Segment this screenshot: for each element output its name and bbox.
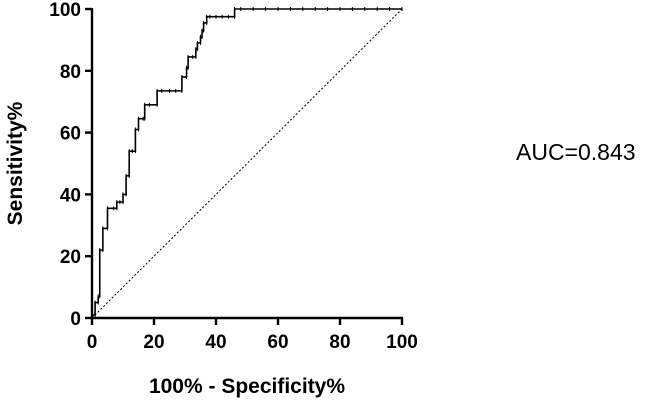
y-tick-label: 40 bbox=[60, 185, 81, 206]
reference-diagonal-line bbox=[91, 8, 403, 319]
x-tick-label: 80 bbox=[329, 332, 350, 353]
x-tick-label: 20 bbox=[143, 332, 164, 353]
axes: 0 20 40 60 80 100 0 20 40 60 80 100 bbox=[49, 0, 418, 353]
x-tick-label: 0 bbox=[87, 332, 98, 353]
x-tick-label: 60 bbox=[267, 332, 288, 353]
plot-area bbox=[91, 7, 403, 320]
x-axis-title: 100% - Specificity% bbox=[149, 375, 345, 398]
y-tick-label: 20 bbox=[60, 247, 81, 268]
y-tick-label: 60 bbox=[60, 124, 81, 145]
y-tick-label: 80 bbox=[60, 62, 81, 83]
x-tick-label: 40 bbox=[205, 332, 226, 353]
labels: 100% - Specificity% Sensitivity% AUC=0.8… bbox=[4, 101, 636, 398]
x-tick-label: 100 bbox=[386, 332, 418, 353]
y-axis-title: Sensitivity% bbox=[4, 101, 27, 225]
y-tick-label: 100 bbox=[49, 0, 81, 21]
y-tick-label: 0 bbox=[70, 309, 81, 330]
auc-annotation: AUC=0.843 bbox=[516, 139, 636, 165]
